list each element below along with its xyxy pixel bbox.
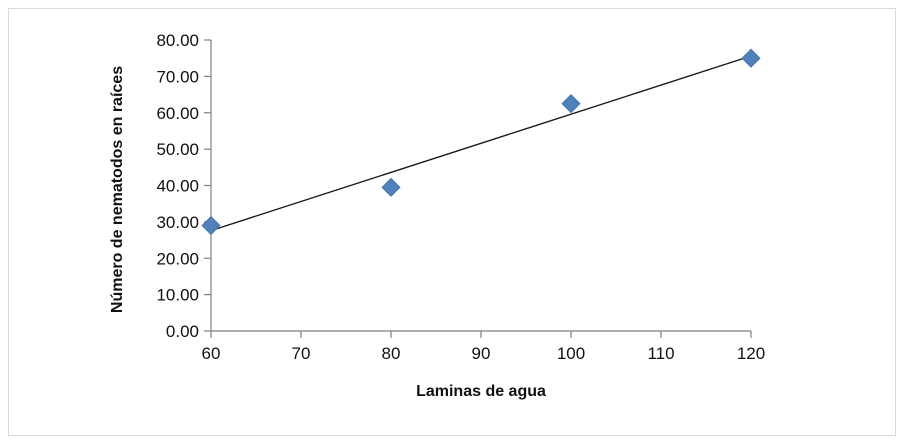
x-tick-label: 100 xyxy=(557,344,585,363)
data-points xyxy=(201,48,761,236)
y-tick-label: 30.00 xyxy=(156,213,199,232)
x-tick-label: 120 xyxy=(737,344,765,363)
x-axis-title: Laminas de agua xyxy=(416,383,546,400)
y-tick-label: 70.00 xyxy=(156,67,199,86)
data-point-diamond xyxy=(381,177,401,197)
y-tick-label: 60.00 xyxy=(156,104,199,123)
y-tick-label: 20.00 xyxy=(156,249,199,268)
data-point-diamond xyxy=(561,94,581,114)
y-tick-label: 50.00 xyxy=(156,140,199,159)
x-tick-label: 60 xyxy=(202,344,221,363)
x-ticks: 60 70 80 90 100 110 120 xyxy=(202,331,765,363)
data-point-diamond xyxy=(741,48,761,68)
chart-frame xyxy=(8,8,896,436)
axes xyxy=(210,40,751,332)
y-tick-label: 10.00 xyxy=(156,286,199,305)
x-tick-label: 80 xyxy=(382,344,401,363)
trendline-line xyxy=(210,55,752,232)
y-tick-label: 0.00 xyxy=(166,322,199,341)
y-tick-label: 40.00 xyxy=(156,177,199,196)
x-tick-label: 110 xyxy=(647,344,674,363)
y-tick-label: 80.00 xyxy=(156,31,199,50)
x-tick-label: 90 xyxy=(472,344,491,363)
data-point-diamond xyxy=(201,215,221,236)
trendline xyxy=(210,55,752,232)
x-tick-label: 70 xyxy=(292,344,311,363)
y-axis-title: Número de nematodos en raíces xyxy=(109,66,126,313)
y-ticks: 0.00 10.00 20.00 30.00 40.00 50.00 60.00 70.00 8… xyxy=(156,31,211,341)
